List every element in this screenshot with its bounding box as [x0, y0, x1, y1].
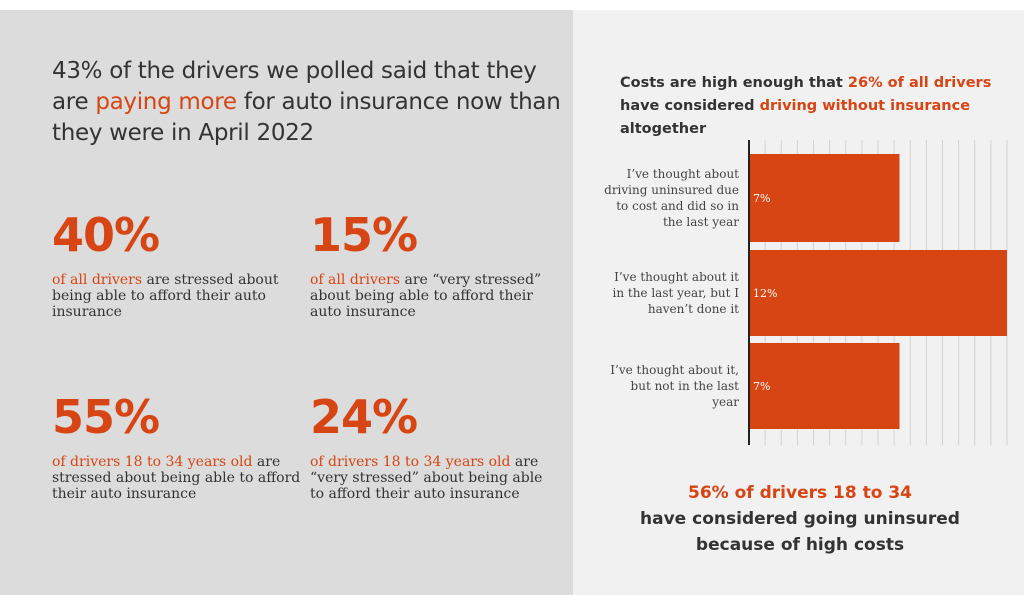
stat-text: are “very stressed” about being able to …: [310, 272, 542, 320]
bar-value-label: 7%: [753, 192, 770, 205]
category-label-line: driving uninsured due: [604, 183, 739, 197]
category-label-line: but not in the last: [631, 379, 740, 393]
category-label: I’ve thought about it, but not in the las…: [610, 363, 739, 409]
stat-card: 15% of all drivers are “very stressed” a…: [310, 210, 560, 320]
category-label-line: haven’t done it: [648, 302, 739, 316]
stat-value: 15%: [310, 208, 418, 262]
stat-card: 40% of all drivers are stressed about be…: [52, 210, 302, 320]
stat-description: of all drivers are stressed about being …: [52, 272, 302, 320]
bar-value-label: 7%: [753, 380, 770, 393]
chart-title-text-1: Costs are high enough that: [620, 75, 848, 91]
chart-title-highlight-2: driving without insurance: [759, 98, 971, 114]
stat-highlight: of drivers 18 to 34 years old: [52, 454, 253, 470]
category-label-line: year: [711, 395, 739, 409]
stat-text: are “very stressed” about being able to …: [310, 454, 543, 502]
stat-text: are stressed about being able to afford …: [52, 454, 301, 502]
stat-value: 40%: [52, 208, 160, 262]
stat-highlight: of all drivers: [52, 272, 143, 288]
chart-title-text-2: have considered: [620, 98, 760, 114]
footer-callout: 56% of drivers 18 to 34 have considered …: [600, 480, 1000, 558]
left-panel: [0, 10, 573, 595]
category-label-line: I’ve thought about it,: [610, 363, 739, 377]
chart-title-text-3: altogether: [620, 121, 707, 137]
stat-highlight: of all drivers: [310, 272, 401, 288]
chart-title: Costs are high enough that 26% of all dr…: [620, 72, 1020, 141]
chart-title-highlight-1: 26% of all drivers: [847, 75, 992, 91]
stat-description: of all drivers are “very stressed” about…: [310, 272, 560, 320]
category-label-line: the last year: [663, 215, 739, 229]
headline-highlight: paying more: [95, 89, 237, 115]
stat-description: of drivers 18 to 34 years old are stress…: [52, 454, 302, 502]
bar-chart: 7% I’ve thought about driving uninsured du…: [604, 140, 1008, 445]
bar-value-label: 12%: [753, 287, 777, 300]
category-label-line: to cost and did so in: [616, 199, 739, 213]
category-label: I’ve thought about driving uninsured due t…: [604, 167, 739, 229]
headline-text-2: for auto insurance now than they were in…: [52, 89, 561, 146]
bar: [749, 343, 900, 429]
stat-text: are stressed about being able to afford …: [52, 272, 279, 320]
category-label-line: in the last year, but I: [612, 286, 739, 300]
category-label-line: I’ve thought about it: [614, 270, 739, 284]
footer-highlight: 56% of drivers 18 to 34: [688, 483, 912, 503]
footer-line: because of high costs: [695, 535, 905, 555]
stat-description: of drivers 18 to 34 years old are “very …: [310, 454, 560, 502]
bar: [749, 250, 1007, 336]
bar: [749, 154, 900, 242]
category-label-line: I’ve thought about: [627, 167, 740, 181]
stat-value: 55%: [52, 390, 160, 444]
stat-card: 55% of drivers 18 to 34 years old are st…: [52, 392, 302, 502]
stat-value: 24%: [310, 390, 418, 444]
footer-line: have considered going uninsured: [640, 509, 960, 529]
stat-highlight: of drivers 18 to 34 years old: [310, 454, 511, 470]
headline: 43% of the drivers we polled said that t…: [52, 56, 562, 149]
stat-card: 24% of drivers 18 to 34 years old are “v…: [310, 392, 560, 502]
headline-text-1: 43% of the drivers we polled said that t…: [52, 58, 537, 115]
category-label: I’ve thought about it in the last year, b…: [612, 270, 739, 316]
